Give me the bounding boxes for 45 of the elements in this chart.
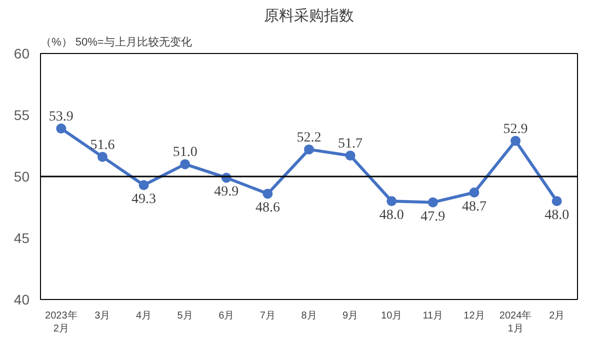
data-label: 47.9 (420, 209, 446, 224)
point (138, 180, 149, 190)
data-label: 49.3 (132, 192, 156, 208)
x-tick-label: 4月 (136, 310, 152, 322)
point (97, 152, 108, 162)
data-label: 51.0 (172, 145, 198, 160)
x-tick-label: 2月 (549, 310, 565, 322)
x-tick-label: 8月 (301, 310, 317, 322)
x-tick-label: 3月 (94, 310, 110, 322)
x-tick-label: 6月 (218, 310, 234, 322)
data-label: 48.0 (544, 208, 570, 224)
point (469, 188, 480, 198)
data-label: 53.9 (48, 110, 74, 125)
point (304, 144, 314, 154)
data-label: 52.2 (296, 130, 322, 146)
data-label: 48.7 (462, 199, 486, 214)
x-tick-label: 5月 (177, 310, 193, 322)
data-label: 49.9 (214, 184, 239, 200)
point (428, 197, 438, 208)
text: （%） 50%=与上月比较无变化 (40, 36, 192, 48)
y-tick-label: 50 (14, 168, 30, 184)
point (510, 136, 521, 146)
x-tick-label: 2024年 1月 (499, 310, 532, 335)
data-label: 51.6 (90, 138, 115, 153)
x-tick-label: 2023年 2月 (45, 310, 78, 335)
point (345, 150, 356, 161)
y-tick-label: 60 (14, 46, 30, 62)
data-label: 48.0 (379, 208, 404, 224)
y-tick-label: 45 (14, 230, 30, 246)
point (386, 196, 397, 206)
x-tick-label: 10月 (381, 310, 402, 322)
x-tick-label: 7月 (260, 310, 276, 322)
y-tick-label: 55 (14, 107, 30, 123)
x-tick-label: 11月 (422, 310, 444, 322)
x-tick-label: 9月 (342, 310, 358, 322)
point (56, 124, 66, 134)
point (552, 196, 562, 206)
data-label: 52.9 (503, 122, 528, 137)
data-label: 48.6 (255, 200, 280, 216)
x-tick-label: 12月 (464, 310, 485, 322)
y-tick-label: 40 (14, 292, 30, 308)
point (262, 188, 273, 199)
point (180, 159, 190, 170)
data-label: 51.7 (338, 136, 363, 152)
chart-title: 原料采购指数 (264, 8, 354, 24)
